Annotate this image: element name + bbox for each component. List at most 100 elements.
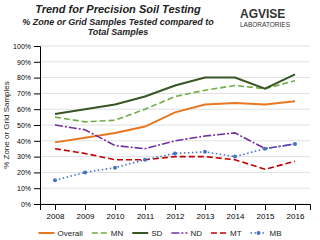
series-line <box>55 144 295 180</box>
x-tick: 2008 <box>47 204 65 221</box>
point <box>173 151 177 155</box>
point <box>263 147 267 151</box>
x-tick-label: 2008 <box>47 212 65 221</box>
x-tick-mark <box>295 204 296 210</box>
y-tick-mark <box>34 109 40 110</box>
point <box>293 142 297 146</box>
grid <box>40 46 310 204</box>
x-tick-mark <box>205 204 206 210</box>
x-axis-line <box>41 205 311 211</box>
y-tick-label: 60% <box>17 106 31 113</box>
legend-label: MB <box>270 229 282 238</box>
y-tick-label: 80% <box>17 74 31 81</box>
legend-entry: ND <box>171 229 202 238</box>
point <box>53 178 57 182</box>
x-tick-label: 2014 <box>227 212 245 221</box>
legend-marker <box>257 231 261 235</box>
grid-line <box>40 125 310 126</box>
x-tick-label: 2012 <box>167 212 185 221</box>
x-tick: 2014 <box>227 204 245 221</box>
x-tick-label: 2013 <box>197 212 215 221</box>
legend: Overall MN SD ND MT MB <box>38 229 281 238</box>
y-tick-label: 70% <box>17 90 31 97</box>
x-tick: 2015 <box>257 204 275 221</box>
legend-entry: MN <box>92 229 124 238</box>
y-axis-title: % Zone or Grid Samples <box>2 81 11 169</box>
grid-line <box>40 46 310 47</box>
y-tick: 70% <box>17 90 40 97</box>
legend-label: MT <box>230 229 242 238</box>
x-tick-mark <box>85 204 86 210</box>
y-tick: 80% <box>17 74 40 81</box>
x-tick: 2009 <box>77 204 95 221</box>
x-tick: 2011 <box>137 204 155 221</box>
x-tick: 2010 <box>107 204 125 221</box>
grid-line <box>40 140 310 141</box>
x-tick-mark <box>265 204 266 210</box>
subtitle: % Zone or Grid Samples Tested compared t… <box>22 17 214 37</box>
legend-label: MN <box>111 229 124 238</box>
y-tick: 40% <box>17 138 40 145</box>
y-tick: 60% <box>17 106 40 113</box>
y-axis: 0% 10% 20% 30% 40% 50% 60% 70% 80% 90% 100% <box>13 43 40 208</box>
y-tick-mark <box>34 46 40 47</box>
point <box>113 166 117 170</box>
y-tick-label: 0% <box>21 201 31 208</box>
x-tick-label: 2011 <box>137 212 155 221</box>
point <box>143 158 147 162</box>
y-tick-label: 50% <box>17 122 31 129</box>
legend-entry: MT <box>211 229 242 238</box>
annotation: AGVISE <box>240 7 285 21</box>
series-line <box>55 125 295 149</box>
point <box>83 170 87 174</box>
legend-label: Overall <box>57 229 83 238</box>
grid-line <box>40 172 310 173</box>
chart: Trend for Precision Soil Testing% Zone o… <box>0 0 320 240</box>
grid-line <box>40 93 310 94</box>
series-line <box>55 74 295 114</box>
y-tick-mark <box>34 62 40 63</box>
x-tick-mark <box>145 204 146 210</box>
grid-line <box>40 188 310 189</box>
x-tick: 2012 <box>167 204 185 221</box>
x-tick-mark <box>235 204 236 210</box>
y-tick-mark <box>34 188 40 189</box>
x-tick-label: 2009 <box>77 212 95 221</box>
x-tick-mark <box>55 204 56 210</box>
y-tick-label: 10% <box>17 185 31 192</box>
y-tick: 50% <box>17 122 40 129</box>
y-tick-label: 20% <box>17 169 31 176</box>
grid-line <box>40 77 310 78</box>
x-tick: 2016 <box>287 204 305 221</box>
legend-label: ND <box>190 229 202 238</box>
legend-entry: MB <box>251 229 282 238</box>
series-line <box>55 149 295 170</box>
series-group <box>53 74 297 182</box>
legend-swatch <box>92 232 108 234</box>
x-tick-label: 2010 <box>107 212 125 221</box>
legend-label: SD <box>151 229 162 238</box>
x-tick-mark <box>175 204 176 210</box>
legend-swatch <box>211 232 227 234</box>
header: Trend for Precision Soil Testing% Zone o… <box>22 3 290 37</box>
y-tick-mark <box>34 93 40 94</box>
y-tick: 30% <box>17 153 40 160</box>
y-tick-label: 90% <box>17 59 31 66</box>
y-tick-label: 40% <box>17 138 31 145</box>
point <box>203 150 207 154</box>
legend-swatch <box>171 232 187 234</box>
y-axis-line <box>34 47 41 205</box>
y-tick: 0% <box>21 201 40 208</box>
x-tick-mark <box>115 204 116 210</box>
legend-entry: Overall <box>38 229 83 238</box>
y-tick-label: 100% <box>13 43 31 50</box>
y-tick-mark <box>34 157 40 158</box>
legend-entry: SD <box>132 229 162 238</box>
legend-swatch <box>38 232 54 234</box>
x-tick: 2013 <box>197 204 215 221</box>
legend-swatch <box>132 232 148 234</box>
x-axis: 2008 2009 2010 2011 2012 2013 2014 2015 2016 <box>41 204 311 221</box>
annotation: LABORATORIES <box>240 21 291 28</box>
plot: 2008 2009 2010 2011 2012 2013 2014 2015 2016 0% 10… <box>13 43 310 221</box>
y-tick-mark <box>34 141 40 142</box>
